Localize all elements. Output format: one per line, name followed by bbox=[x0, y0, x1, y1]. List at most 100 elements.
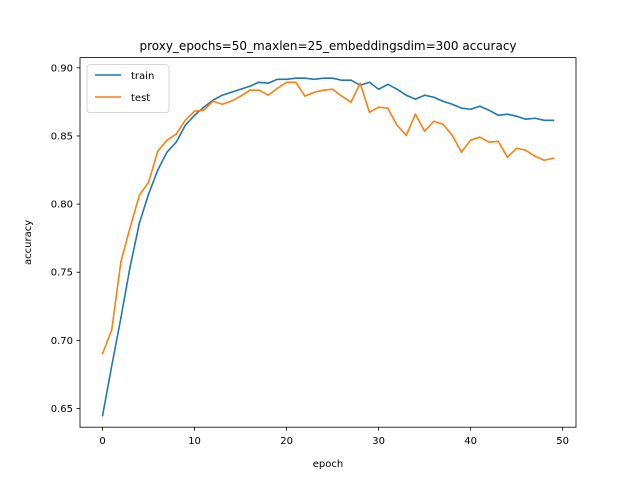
data-point-test bbox=[147, 181, 150, 184]
data-point-test bbox=[552, 157, 555, 159]
data-point-train bbox=[506, 113, 509, 115]
data-point-train bbox=[304, 77, 306, 79]
data-point-train bbox=[156, 169, 159, 171]
data-point-test bbox=[359, 82, 362, 85]
data-point-test bbox=[294, 81, 297, 84]
data-point-train bbox=[101, 414, 104, 417]
x-axis-label: epoch bbox=[313, 459, 343, 470]
data-point-test bbox=[331, 88, 334, 91]
data-point-train bbox=[543, 119, 546, 122]
data-point-train bbox=[515, 115, 518, 117]
data-point-test bbox=[368, 111, 371, 114]
data-point-train bbox=[184, 124, 187, 126]
data-point-train bbox=[414, 98, 417, 100]
data-point-train bbox=[479, 105, 481, 108]
x-tick-label: 10 bbox=[188, 436, 201, 447]
data-point-test bbox=[193, 110, 196, 112]
data-point-train bbox=[442, 100, 444, 103]
data-point-test bbox=[110, 328, 113, 331]
data-point-train bbox=[202, 106, 205, 109]
data-point-train bbox=[341, 79, 343, 82]
data-point-train bbox=[322, 77, 325, 79]
data-point-test bbox=[267, 94, 269, 97]
data-point-train bbox=[368, 81, 371, 84]
series-line-train bbox=[101, 77, 555, 417]
data-point-train bbox=[129, 265, 131, 268]
data-point-test bbox=[405, 134, 408, 137]
data-point-train bbox=[239, 88, 242, 91]
y-tick-label: 0.65 bbox=[51, 404, 73, 415]
data-point-train bbox=[193, 114, 196, 117]
data-point-test bbox=[101, 352, 104, 355]
data-point-test bbox=[248, 89, 251, 91]
data-point-train bbox=[497, 114, 500, 117]
data-point-train bbox=[294, 77, 297, 79]
data-point-test bbox=[506, 156, 509, 159]
data-point-test bbox=[313, 91, 316, 94]
legend-box bbox=[86, 64, 170, 113]
y-tick-label: 0.75 bbox=[51, 268, 73, 279]
data-point-test bbox=[497, 140, 500, 143]
data-point-test bbox=[543, 159, 546, 162]
data-point-train bbox=[451, 103, 454, 106]
data-point-train bbox=[423, 94, 426, 97]
legend-label-test: test bbox=[131, 93, 150, 104]
data-point-test bbox=[304, 95, 306, 97]
chart-title: proxy_epochs=50_maxlen=25_embeddingsdim=… bbox=[139, 39, 516, 53]
data-point-test bbox=[515, 147, 518, 150]
data-point-test bbox=[396, 124, 398, 126]
x-tick-label: 30 bbox=[372, 436, 385, 447]
data-point-train bbox=[267, 82, 269, 85]
data-point-test bbox=[138, 194, 141, 197]
data-point-train bbox=[387, 83, 389, 86]
legend-label-train: train bbox=[131, 71, 154, 82]
data-point-test bbox=[276, 87, 279, 90]
data-point-test bbox=[350, 101, 352, 103]
data-point-test bbox=[129, 226, 131, 229]
data-point-test bbox=[221, 103, 223, 106]
data-point-test bbox=[488, 141, 490, 144]
data-point-train bbox=[110, 364, 113, 367]
data-point-train bbox=[230, 91, 233, 94]
data-point-test bbox=[387, 107, 389, 109]
data-point-test bbox=[322, 89, 325, 91]
data-point-test bbox=[285, 81, 288, 84]
data-point-train bbox=[433, 96, 435, 99]
data-point-test bbox=[175, 133, 177, 135]
data-point-train bbox=[405, 94, 408, 97]
data-point-test bbox=[377, 106, 380, 109]
data-point-test bbox=[230, 100, 233, 103]
data-point-train bbox=[313, 78, 316, 81]
data-point-train bbox=[276, 78, 279, 81]
data-point-test bbox=[451, 134, 454, 137]
y-tick-label: 0.90 bbox=[51, 63, 73, 74]
data-point-train bbox=[258, 81, 260, 84]
data-point-test bbox=[414, 113, 417, 115]
data-point-test bbox=[184, 119, 187, 121]
data-point-train bbox=[525, 118, 527, 120]
x-tick-label: 50 bbox=[556, 436, 569, 447]
x-tick-label: 20 bbox=[280, 436, 293, 447]
data-point-train bbox=[350, 79, 352, 82]
data-point-train bbox=[552, 119, 555, 122]
data-point-test bbox=[442, 123, 444, 126]
x-axis-ticks: 0 10 20 30 40 50 bbox=[99, 427, 569, 447]
data-point-train bbox=[221, 94, 223, 97]
data-point-test bbox=[156, 150, 159, 153]
data-point-test bbox=[460, 151, 463, 153]
data-point-train bbox=[120, 316, 122, 319]
data-point-test bbox=[212, 100, 214, 103]
data-point-train bbox=[488, 109, 490, 112]
data-point-train bbox=[377, 88, 380, 91]
data-point-test bbox=[239, 95, 242, 97]
data-point-train bbox=[166, 151, 168, 153]
y-axis-label: accuracy bbox=[23, 220, 34, 265]
x-tick-label: 0 bbox=[99, 436, 105, 447]
plot-frame bbox=[79, 57, 577, 428]
data-point-test bbox=[166, 139, 168, 141]
series-line-test bbox=[101, 81, 555, 355]
data-point-test bbox=[258, 89, 260, 91]
data-point-test bbox=[479, 136, 481, 138]
data-point-train bbox=[460, 107, 463, 109]
data-point-test bbox=[525, 149, 527, 152]
